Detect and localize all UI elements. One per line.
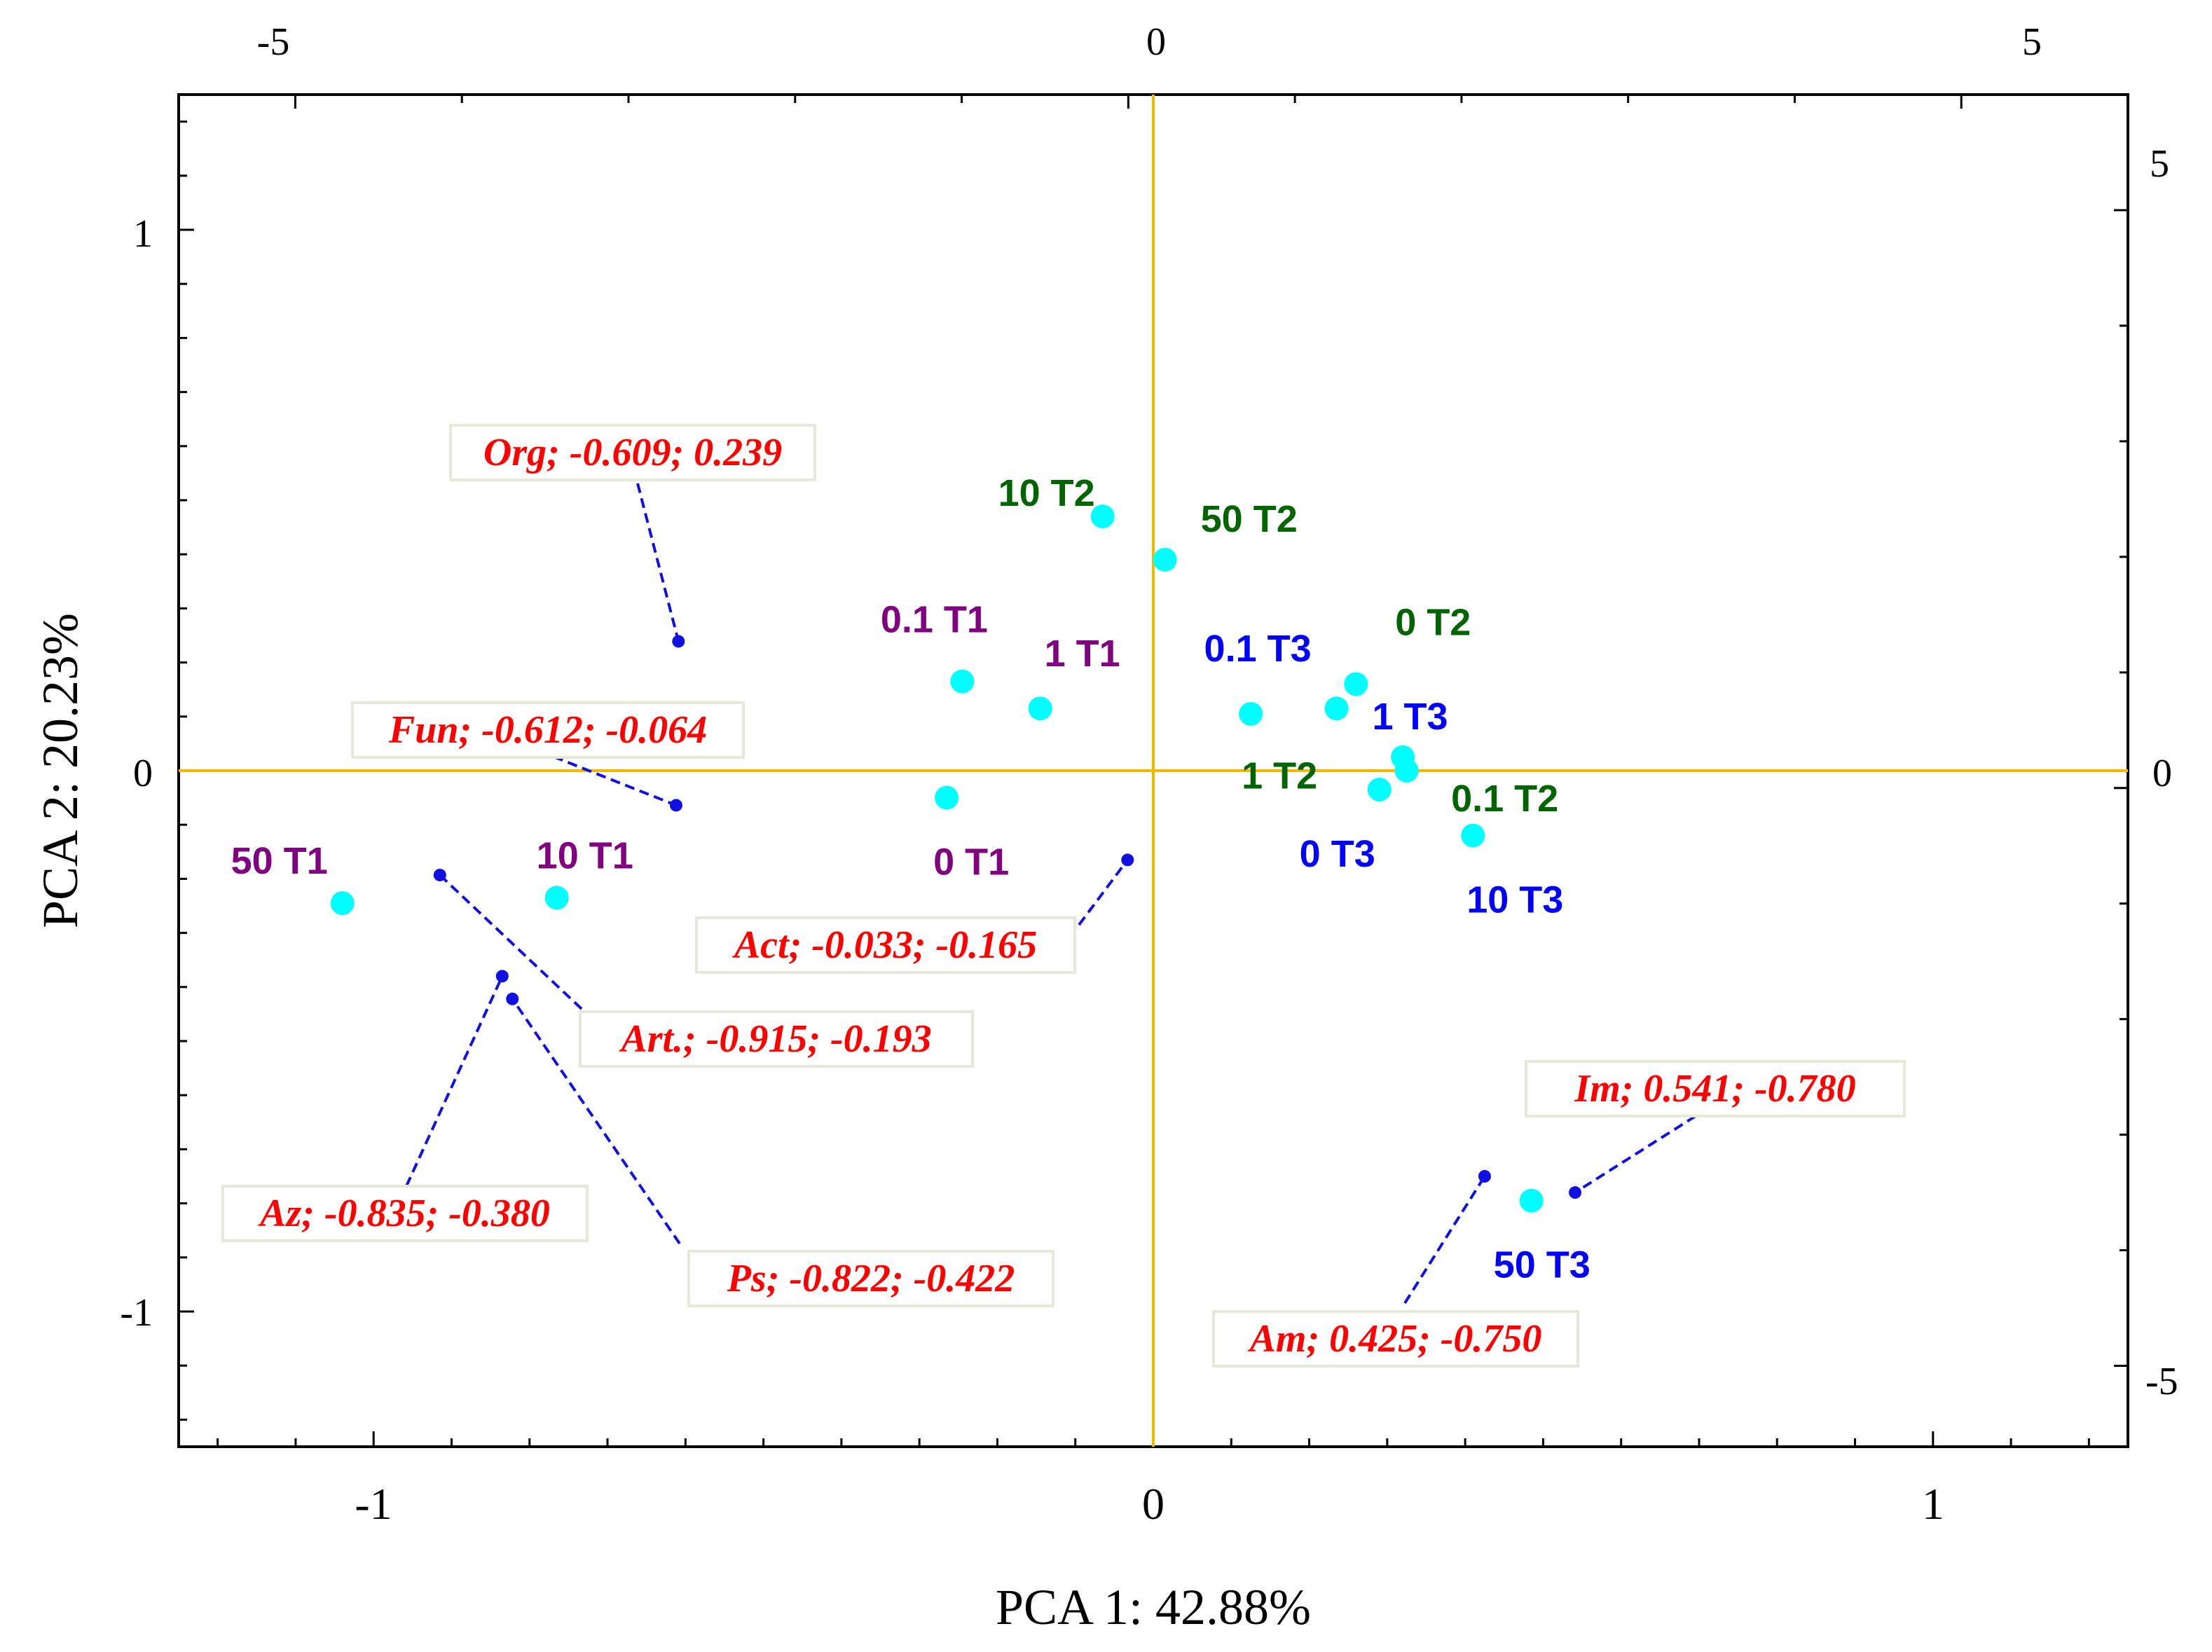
x-tick-label: 1 (1922, 1479, 1944, 1529)
y-tick-label: 1 (133, 212, 153, 256)
loading-point (672, 635, 685, 648)
x-tick-label: 0 (1142, 1479, 1165, 1529)
zero-lines (179, 95, 2128, 1447)
loading-point (1478, 1170, 1491, 1183)
loading-label: Am; 0.425; -0.750 (1248, 1317, 1542, 1361)
loading-point (506, 992, 519, 1005)
loading-label-box (351, 701, 745, 759)
sample-point (1344, 672, 1368, 696)
sample-label: 0.1 T1 (881, 599, 988, 641)
loading-leaders: Org; -0.609; 0.239 Fun; -0.612; -0.064 Act… (221, 424, 1906, 1368)
loading-leader-line (553, 755, 677, 807)
loading-label: Ps; -0.822; -0.422 (727, 1257, 1015, 1300)
loading-point (1569, 1186, 1582, 1199)
sample-label: 1 T3 (1372, 696, 1448, 738)
sample-point (950, 669, 975, 694)
loading-label: Org; -0.609; 0.239 (483, 431, 782, 474)
loading-leader-line (439, 874, 583, 1010)
y-tick-label: -1 (120, 1291, 153, 1335)
data-points (330, 504, 1544, 1213)
minor-ticks (179, 95, 2128, 1447)
loading-label-box (449, 424, 816, 481)
sample-point (330, 891, 355, 916)
sample-label: 0 T2 (1395, 601, 1471, 643)
sample-label: 0 T3 (1300, 833, 1375, 875)
sample-label: 0.1 T3 (1204, 628, 1312, 670)
loading-point (1121, 853, 1134, 867)
loading-point (669, 799, 682, 812)
loading-label-box (1525, 1060, 1906, 1117)
loading-label-box (579, 1010, 974, 1068)
y-axis-title: PCA 2: 20.23% (32, 613, 88, 928)
sample-label: 0 T1 (933, 841, 1009, 883)
loading-label-box (1212, 1310, 1579, 1368)
loading-label: Az; -0.835; -0.380 (258, 1192, 550, 1235)
sample-point (1090, 504, 1115, 529)
loading-point (433, 868, 446, 881)
sample-point (544, 886, 569, 910)
y-tick-label: 0 (133, 752, 153, 795)
right-tick-label: 5 (2150, 142, 2169, 186)
right-tick-label: 0 (2152, 752, 2172, 795)
sample-point (1394, 759, 1419, 783)
point-labels: 10 T2 50 T2 0.1 T1 1 T1 0.1 T3 0 T2 1 T3 1 T2 0.… (231, 472, 1591, 1286)
loading-leader-line (511, 998, 681, 1245)
loading-label-box (221, 1185, 589, 1242)
sample-label: 50 T2 (1201, 498, 1298, 540)
sample-label: 50 T3 (1494, 1244, 1591, 1286)
sample-point (935, 785, 959, 810)
right-tick-label: -5 (2145, 1360, 2178, 1403)
sample-point (1367, 778, 1392, 802)
x-axis-title: PCA 1: 42.88% (996, 1579, 1311, 1635)
loading-label-box (695, 916, 1076, 974)
sample-point (1519, 1188, 1544, 1213)
sample-point (1153, 547, 1177, 572)
loading-label: Im; 0.541; -0.780 (1574, 1067, 1855, 1110)
sample-label: 10 T2 (998, 472, 1095, 514)
sample-label: 10 T3 (1466, 879, 1563, 921)
sample-label: 1 T2 (1242, 755, 1317, 797)
sample-point (1028, 696, 1052, 721)
loading-leader-line (1574, 1115, 1697, 1194)
sample-label: 1 T1 (1045, 633, 1120, 675)
sample-point (1461, 823, 1485, 848)
loading-point (495, 970, 509, 983)
loading-leader-line (636, 483, 680, 642)
sample-point (1239, 701, 1263, 726)
x-tick-label: -1 (355, 1479, 392, 1529)
loading-label-box (687, 1250, 1055, 1307)
loading-leader-line (1078, 859, 1129, 926)
loading-label: Act; -0.033; -0.165 (732, 923, 1037, 967)
loading-leader-line (405, 975, 504, 1187)
sample-label: 0.1 T2 (1451, 778, 1558, 820)
top-tick-label: 5 (2022, 20, 2042, 64)
top-tick-label: 0 (1146, 20, 1166, 64)
sample-label: 50 T1 (231, 840, 328, 882)
top-tick-label: -5 (257, 20, 290, 64)
loading-leader-line (1403, 1175, 1486, 1305)
sample-point (1324, 696, 1349, 721)
loading-label: Art.; -0.915; -0.193 (619, 1017, 931, 1061)
loading-label: Fun; -0.612; -0.064 (388, 708, 707, 752)
sample-label: 10 T1 (537, 834, 633, 876)
